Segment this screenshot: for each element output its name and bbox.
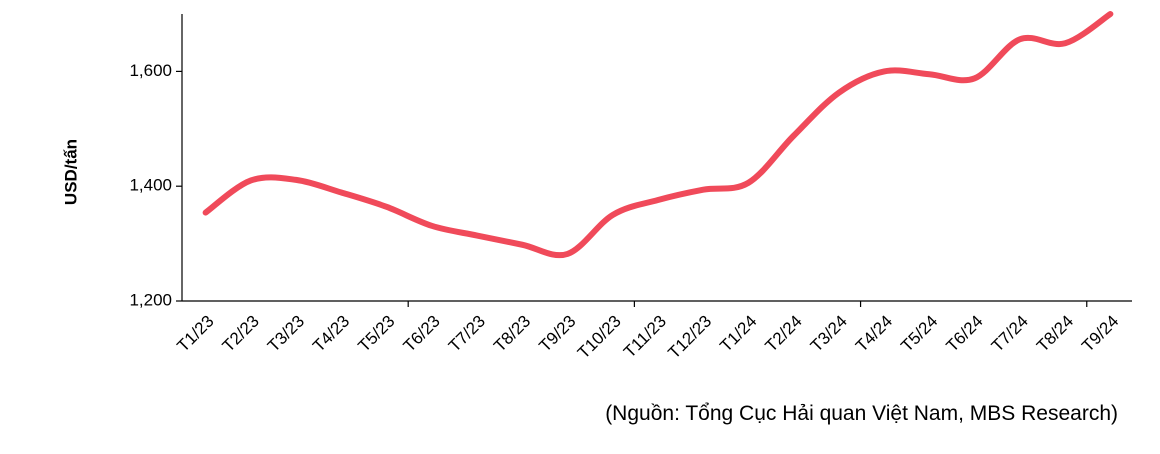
x-tick-label: T4/23 [309, 312, 353, 356]
x-tick-label: T11/23 [620, 312, 670, 362]
x-tick-label: T12/23 [664, 312, 715, 363]
y-tick-label: 1,200 [129, 290, 172, 309]
y-tick-label: 1,600 [129, 61, 172, 80]
x-tick-label: T8/24 [1033, 312, 1077, 356]
x-tick-label: T2/23 [219, 312, 263, 356]
x-tick-label: T7/24 [988, 312, 1032, 356]
x-tick-label: T9/24 [1078, 312, 1122, 356]
x-tick-label: T1/24 [716, 312, 760, 356]
x-tick-label: T3/23 [264, 312, 308, 356]
x-tick-label: T6/23 [400, 312, 444, 356]
x-tick-label: T8/23 [490, 312, 534, 356]
y-tick-label: 1,400 [129, 176, 172, 195]
x-tick-label: T7/23 [445, 312, 489, 356]
x-tick-label: T3/24 [807, 312, 851, 356]
y-axis-label: USD/tấn [61, 139, 80, 205]
x-tick-label: T4/24 [852, 312, 896, 356]
x-tick-label: T1/23 [173, 312, 217, 356]
x-tick-label: T10/23 [574, 312, 625, 363]
data-line [202, 11, 1114, 259]
x-tick-label: T5/24 [897, 312, 941, 356]
source-note: (Nguồn: Tổng Cục Hải quan Việt Nam, MBS … [605, 402, 1118, 425]
x-tick-label: T6/24 [942, 312, 986, 356]
x-tick-label: T2/24 [762, 312, 806, 356]
x-tick-label: T5/23 [354, 312, 398, 356]
